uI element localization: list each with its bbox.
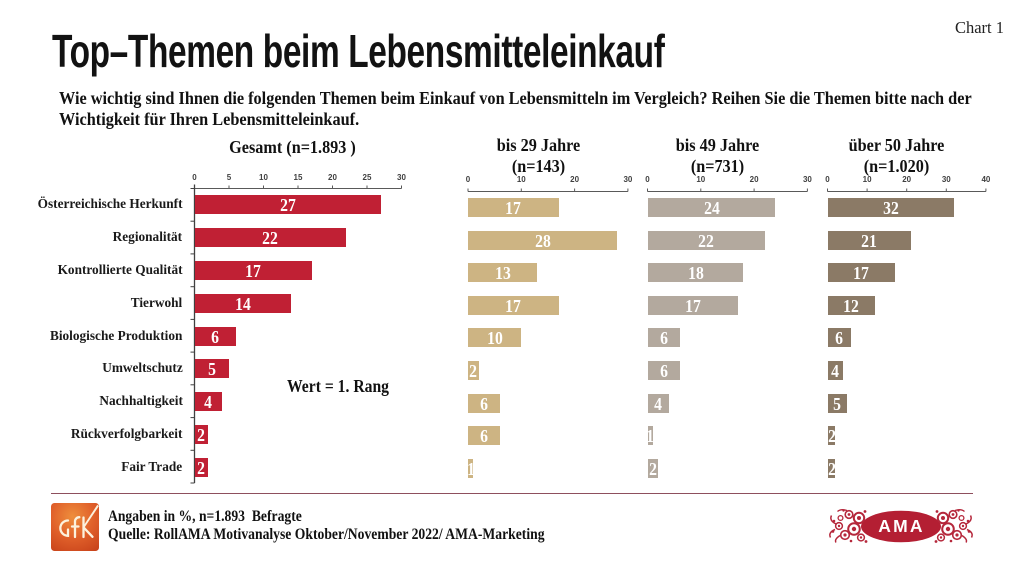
svg-text:AMA: AMA [878,516,924,536]
